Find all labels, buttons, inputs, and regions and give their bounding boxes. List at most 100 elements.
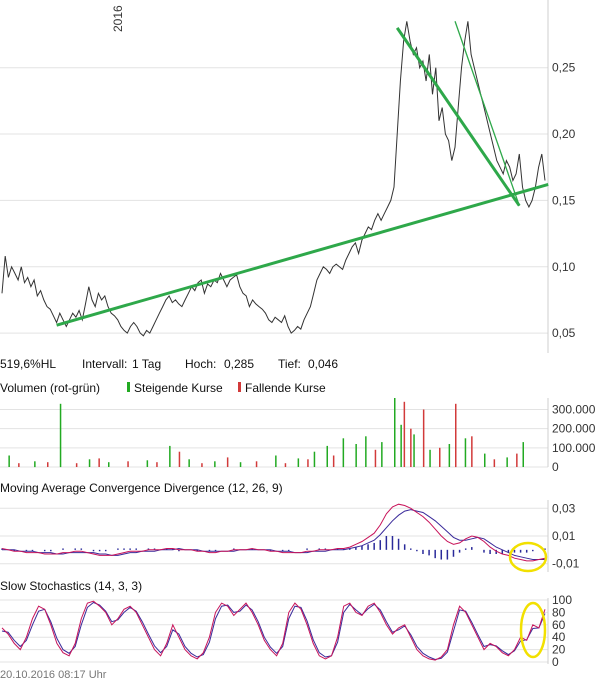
stochastics-tick-label: 20 [552, 643, 566, 657]
volume-bar-down [18, 463, 20, 467]
volume-grid [0, 409, 548, 468]
macd-histogram [1, 536, 546, 560]
macd-line [1, 503, 546, 562]
volume-bar-up [326, 445, 328, 467]
volume-y-ticks: 0 100.000 200.000 300.000 [552, 403, 596, 475]
volume-bar-down [516, 453, 518, 467]
high-label: Hoch: [185, 357, 216, 371]
volume-bar-up [506, 457, 508, 467]
year-label: 2016 [111, 5, 125, 32]
stochastics-tick-label: 80 [552, 605, 566, 619]
volume-bar-down [403, 401, 406, 467]
timestamp: 20.10.2016 08:17 Uhr [0, 669, 107, 681]
price-y-ticks: 0,05 0,10 0,15 0,20 0,25 [552, 61, 576, 340]
low-label: Tief: [278, 357, 301, 371]
stochastics-tick-label: 100 [552, 593, 572, 607]
volume-bar-up [464, 438, 467, 468]
volume-bar-up [400, 424, 402, 467]
legend-down-swatch [238, 382, 241, 392]
volume-bar-down [156, 462, 158, 467]
stochastics-tick-label: 0 [552, 655, 559, 669]
volume-bar-down [374, 449, 377, 468]
volume-panel: Volumen (rot-grün) Steigende Kurse Falle… [0, 381, 596, 474]
price-tick-label: 0,25 [552, 61, 576, 75]
macd-signal-line [2, 509, 545, 560]
low-value: 0,046 [308, 357, 338, 371]
interval-value: 1 Tag [132, 357, 161, 371]
price-panel: 2016 0,05 0,10 0,15 0,20 0,25 [0, 0, 576, 353]
price-tick-label: 0,15 [552, 193, 576, 207]
volume-bar-down [439, 447, 441, 467]
volume-bar-down [410, 428, 412, 467]
price-tick-label: 0,10 [552, 260, 576, 274]
trendline-0 [56, 183, 549, 327]
price-tick-label: 0,05 [552, 326, 576, 340]
trendlines [56, 21, 549, 327]
stochastics-title: Slow Stochastics (14, 3, 3) [0, 579, 142, 593]
volume-bar-down [98, 458, 100, 467]
macd-highlight-ellipse [508, 541, 548, 573]
volume-bar-down [201, 463, 203, 467]
volume-bar-up [522, 442, 524, 467]
trendline-2 [454, 21, 520, 206]
volume-bar-up [394, 398, 396, 467]
trendline-1 [395, 27, 521, 207]
volume-bar-down [226, 457, 229, 467]
volume-bar-up [169, 445, 171, 467]
volume-bar-up [88, 459, 91, 467]
volume-tick-label: 0 [552, 460, 559, 474]
stochastics-grid [0, 599, 548, 663]
volume-bar-up [275, 455, 277, 467]
volume-bar-down [284, 463, 287, 467]
volume-bar-up [188, 459, 190, 467]
volume-title: Volumen (rot-grün) [0, 381, 100, 395]
volume-bar-up [8, 455, 10, 467]
perf-value: 519,6%HL [0, 357, 56, 371]
macd-panel: Moving Average Convergence Divergence (1… [0, 481, 580, 573]
macd-title: Moving Average Convergence Divergence (1… [0, 481, 283, 495]
volume-tick-label: 300.000 [552, 403, 596, 417]
legend-down-label: Fallende Kurse [245, 381, 326, 395]
macd-tick-label: -0,01 [552, 557, 580, 571]
macd-tick-label: 0,03 [552, 501, 576, 515]
volume-bar-down [471, 436, 473, 467]
stochastics-k-line [1, 600, 546, 661]
stochastics-tick-label: 40 [552, 630, 566, 644]
high-value: 0,285 [224, 357, 254, 371]
stochastics-highlight-ellipse [519, 601, 547, 659]
interval-label: Intervall: [82, 357, 127, 371]
volume-bar-up [355, 444, 357, 467]
volume-bar-up [108, 462, 110, 467]
volume-bar-up [214, 461, 216, 468]
volume-bars [8, 398, 524, 468]
volume-tick-label: 200.000 [552, 422, 596, 436]
volume-bar-up [146, 460, 149, 467]
price-grid [0, 67, 548, 334]
volume-bar-up [429, 449, 431, 468]
volume-bar-up [59, 403, 62, 468]
price-tick-label: 0,20 [552, 127, 576, 141]
volume-bar-up [313, 451, 316, 467]
volume-bar-up [413, 434, 415, 467]
volume-bar-down [255, 461, 258, 468]
volume-bar-up [448, 444, 451, 467]
volume-bar-up [239, 462, 242, 467]
volume-bar-down [127, 461, 129, 468]
volume-bar-up [381, 442, 383, 467]
volume-bar-up [297, 458, 300, 467]
legend-up-swatch [127, 382, 130, 392]
volume-bar-up [484, 453, 486, 467]
macd-grid [0, 507, 548, 565]
stochastics-d-line [1, 601, 546, 661]
price-line [1, 21, 546, 337]
volume-bar-down [455, 403, 457, 468]
volume-bar-down [307, 459, 309, 467]
volume-bar-down [422, 409, 425, 467]
volume-tick-label: 100.000 [552, 441, 596, 455]
volume-bar-up [342, 438, 345, 468]
stochastics-tick-label: 60 [552, 618, 566, 632]
volume-bar-down [75, 463, 78, 467]
